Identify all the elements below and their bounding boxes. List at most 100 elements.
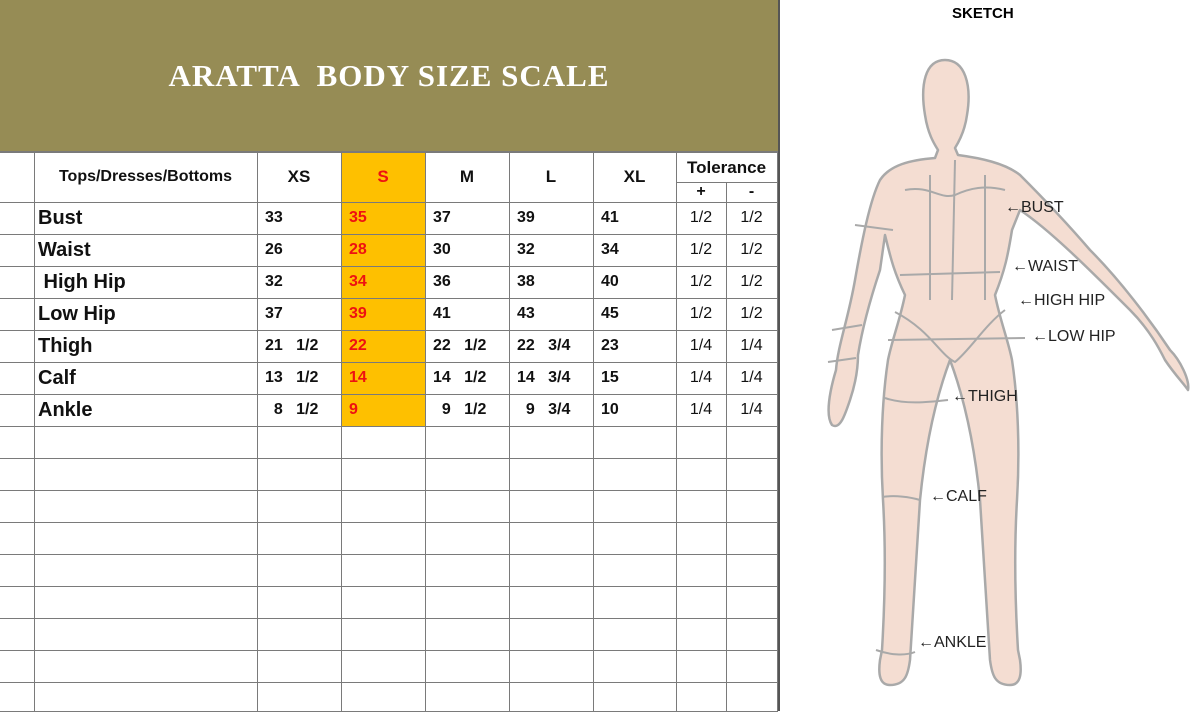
column-border	[34, 152, 35, 711]
row-label: Bust	[38, 206, 83, 229]
row-label: High Hip	[38, 270, 126, 293]
tolerance-value: 1/4	[740, 369, 763, 386]
row-label: Waist	[38, 238, 91, 261]
size-value: 14 1/2	[433, 369, 487, 386]
size-value: 38	[517, 273, 535, 290]
row-label: Thigh	[38, 334, 93, 357]
row-border	[0, 298, 778, 299]
size-value: 40	[601, 273, 619, 290]
category-header: Tops/Dresses/Bottoms	[58, 168, 233, 185]
size-value: 41	[433, 305, 451, 322]
column-border	[509, 152, 510, 711]
size-value: 9	[349, 401, 358, 418]
size-value: 22	[349, 337, 367, 354]
size-value: 30	[433, 241, 451, 258]
size-value: 28	[349, 241, 367, 258]
size-value: 41	[601, 209, 619, 226]
size-value: 32	[517, 241, 535, 258]
tolerance-plus: +	[696, 183, 706, 200]
size-value: 15	[601, 369, 619, 386]
tolerance-value: 1/4	[689, 401, 713, 418]
size-header-m: M	[459, 167, 475, 186]
size-value: 34	[349, 273, 367, 290]
title-banner: ARATTA BODY SIZE SCALE	[0, 0, 778, 151]
size-value: 22 3/4	[517, 337, 571, 354]
size-value: 45	[601, 305, 619, 322]
size-value: 37	[265, 305, 283, 322]
column-border	[777, 152, 778, 711]
size-header-s: S	[377, 167, 389, 186]
size-value: 23	[601, 337, 619, 354]
row-label: Ankle	[38, 398, 93, 421]
size-value: 33	[265, 209, 283, 226]
row-border	[0, 586, 778, 587]
measurement-label: ←BUST	[1005, 199, 1064, 216]
column-border	[726, 182, 727, 711]
row-border	[0, 330, 778, 331]
measurement-label: ←CALF	[930, 488, 987, 505]
size-value: 14	[349, 369, 367, 386]
tolerance-value: 1/4	[689, 369, 713, 386]
column-border	[676, 152, 677, 711]
tolerance-value: 1/2	[740, 305, 763, 322]
divider	[778, 0, 780, 711]
size-value: 37	[433, 209, 451, 226]
row-border	[0, 490, 778, 491]
tolerance-value: 1/2	[740, 209, 763, 226]
size-value: 8 1/2	[265, 401, 319, 418]
tolerance-value: 1/2	[740, 273, 763, 290]
tolerance-value: 1/2	[689, 241, 713, 258]
sketch-title: SKETCH	[952, 5, 1014, 22]
size-value: 22 1/2	[433, 337, 487, 354]
column-border	[257, 152, 258, 711]
size-header-xs: XS	[287, 167, 311, 186]
size-value: 21 1/2	[265, 337, 319, 354]
column-border	[341, 152, 342, 711]
column-border	[593, 152, 594, 711]
size-value: 39	[517, 209, 535, 226]
row-border	[0, 362, 778, 363]
size-value: 13 1/2	[265, 369, 319, 386]
measurement-label: ←LOW HIP	[1032, 328, 1116, 345]
size-value: 9 3/4	[517, 401, 571, 418]
tolerance-value: 1/2	[689, 305, 713, 322]
size-value: 14 3/4	[517, 369, 571, 386]
row-border	[0, 394, 778, 395]
page-title: ARATTA BODY SIZE SCALE	[168, 57, 610, 93]
size-value: 43	[517, 305, 535, 322]
size-value: 36	[433, 273, 451, 290]
size-value: 34	[601, 241, 619, 258]
row-border	[0, 650, 778, 651]
row-label: Calf	[38, 366, 76, 389]
size-value: 10	[601, 401, 619, 418]
tolerance-value: 1/4	[740, 401, 763, 418]
row-border	[0, 554, 778, 555]
tolerance-header: Tolerance	[686, 158, 767, 177]
size-value: 26	[265, 241, 283, 258]
highlight-column-s	[341, 152, 425, 426]
tolerance-value: 1/4	[689, 337, 713, 354]
size-value: 32	[265, 273, 283, 290]
tolerance-value: 1/2	[740, 241, 763, 258]
row-border	[0, 426, 778, 427]
tolerance-minus: -	[748, 183, 755, 200]
row-border	[0, 202, 778, 203]
row-border	[0, 522, 778, 523]
tolerance-value: 1/4	[740, 337, 763, 354]
size-header-l: L	[545, 167, 557, 186]
row-label: Low Hip	[38, 302, 116, 325]
measurement-label: ←THIGH	[952, 388, 1018, 405]
row-border	[0, 458, 778, 459]
row-border	[0, 234, 778, 235]
body-sketch	[827, 58, 1190, 687]
measurement-label: ←HIGH HIP	[1018, 292, 1106, 309]
row-border	[0, 618, 778, 619]
banner-bottom	[0, 151, 778, 153]
size-value: 9 1/2	[433, 401, 487, 418]
size-header-xl: XL	[623, 167, 646, 186]
row-border	[0, 266, 778, 267]
column-border	[425, 152, 426, 711]
measurement-label: ←ANKLE	[918, 634, 987, 651]
tolerance-value: 1/2	[689, 273, 713, 290]
row-border	[0, 682, 778, 683]
